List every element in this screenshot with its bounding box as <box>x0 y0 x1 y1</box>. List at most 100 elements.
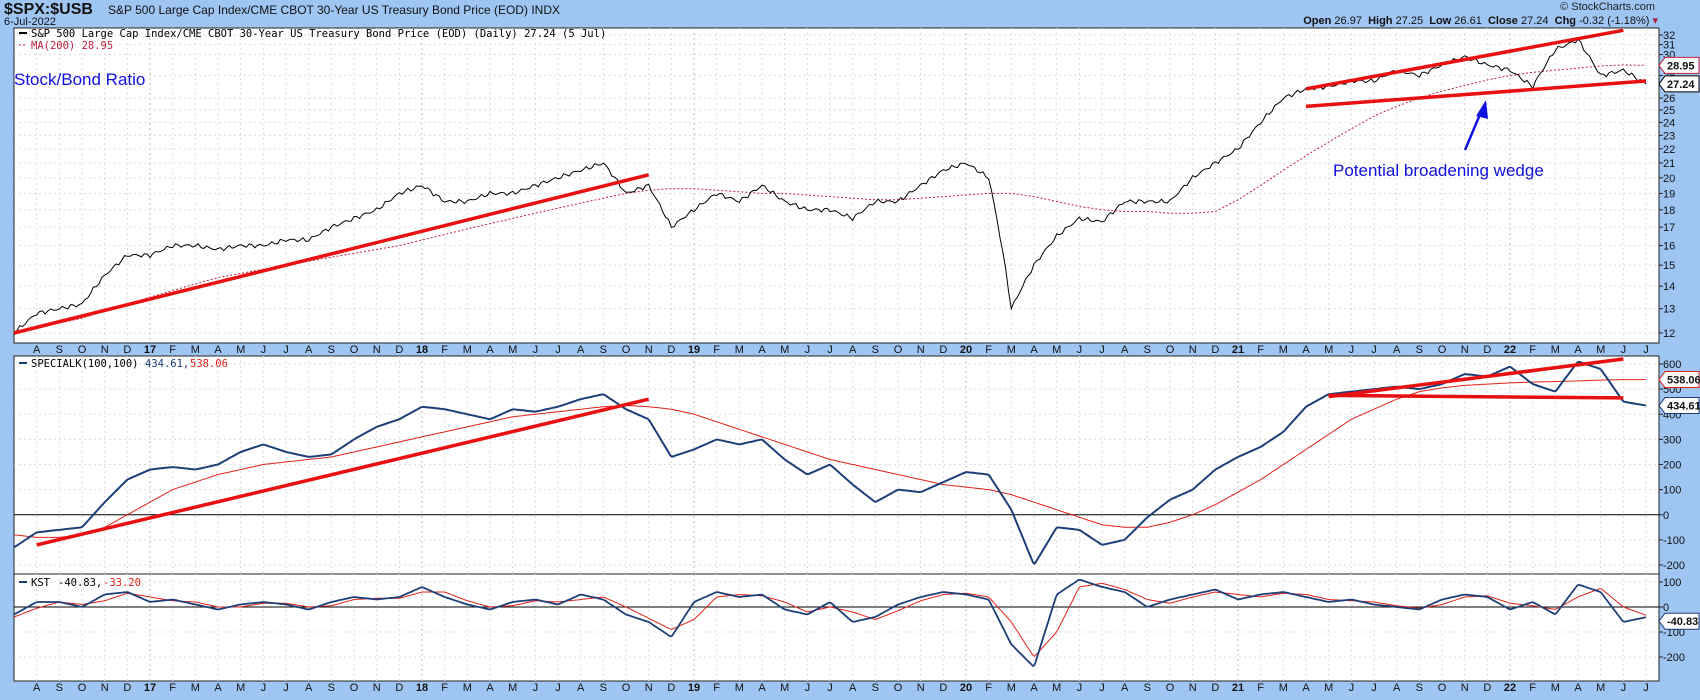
x-tick-label: M <box>191 682 200 694</box>
chart-date: 6-Jul-2022 <box>4 16 56 28</box>
x-tick-label: M <box>780 344 789 356</box>
high-value: 27.25 <box>1395 15 1424 27</box>
open-label: Open <box>1303 15 1332 27</box>
x-tick-label: D <box>395 344 403 356</box>
x-tick-label: O <box>1166 682 1175 694</box>
x-tick-label: S <box>1416 344 1423 356</box>
x-tick-label: A <box>758 344 766 356</box>
x-tick-label: A <box>1574 344 1582 356</box>
y-tick-label: 200 <box>1663 460 1681 472</box>
x-tick-label: N <box>101 344 109 356</box>
specialk-value-tag-box <box>1658 397 1700 415</box>
x-tick-label: M <box>463 344 472 356</box>
x-tick-label: M <box>735 344 744 356</box>
y-tick-label: 25 <box>1663 105 1675 117</box>
x-tick-label: M <box>1279 344 1288 356</box>
y-tick-label: 100 <box>1663 485 1681 497</box>
x-tick-label: J <box>805 682 811 694</box>
specialk-signal-tag-box <box>1658 371 1700 389</box>
x-tick-label: F <box>713 682 720 694</box>
x-tick-label: O <box>622 344 631 356</box>
legend-specialk-value: 434.61, <box>145 358 189 370</box>
exchange-text: INDX <box>531 3 560 17</box>
x-tick-label: N <box>1189 344 1197 356</box>
annotation-arrow-head <box>1476 100 1488 119</box>
x-tick-label: M <box>735 682 744 694</box>
x-tick-label: S <box>872 344 879 356</box>
x-tick-label: J <box>827 682 833 694</box>
x-tick-label: N <box>645 682 653 694</box>
x-tick-label: J <box>805 344 811 356</box>
x-tick-label: F <box>713 344 720 356</box>
x-tick-label: 18 <box>416 344 428 356</box>
x-tick-label: A <box>1302 682 1310 694</box>
x-tick-label: F <box>985 682 992 694</box>
x-tick-label: M <box>508 344 517 356</box>
chg-value: -0.32 (-1.18%) <box>1579 15 1650 27</box>
x-tick-label: F <box>441 344 448 356</box>
x-tick-label: N <box>917 682 925 694</box>
x-tick-label: S <box>1144 344 1151 356</box>
low-value: 26.61 <box>1454 15 1482 27</box>
x-tick-label: N <box>373 344 381 356</box>
kst-value-tag-box <box>1658 612 1700 630</box>
x-tick-label: A <box>1121 344 1129 356</box>
price-value-tag-box <box>1658 75 1700 93</box>
x-tick-label: F <box>441 682 448 694</box>
x-tick-label: J <box>283 344 289 356</box>
x-tick-label: N <box>1189 682 1197 694</box>
specialk-signal-line <box>13 379 1647 538</box>
x-tick-label: A <box>486 344 494 356</box>
x-tick-label: D <box>939 344 947 356</box>
x-tick-label: J <box>1077 344 1083 356</box>
y-tick-label: 0 <box>1663 602 1669 614</box>
kst-signal-line <box>13 582 1647 657</box>
x-tick-label: N <box>917 344 925 356</box>
price-trendline-1 <box>1305 28 1624 91</box>
x-tick-label: N <box>373 682 381 694</box>
x-tick-label: A <box>33 344 41 356</box>
x-tick-label: O <box>1438 682 1447 694</box>
dropdown-arrow-icon[interactable]: ▾ <box>1652 15 1658 27</box>
symbol-name: S&P 500 Large Cap Index/CME CBOT 30-Year… <box>108 3 560 17</box>
x-tick-label: A <box>1393 344 1401 356</box>
ohlc-summary: Open 26.97 High 27.25 Low 26.61 Close 27… <box>1303 14 1658 27</box>
x-tick-label: J <box>1099 682 1105 694</box>
x-tick-label: J <box>1077 682 1083 694</box>
x-tick-label: F <box>1257 682 1264 694</box>
x-tick-label: O <box>78 344 87 356</box>
y-tick-label: -100 <box>1663 627 1685 639</box>
x-tick-label: A <box>305 682 313 694</box>
legend-specialk: SPECIALK(100,100) <box>31 358 138 370</box>
x-tick-label: O <box>622 682 631 694</box>
x-tick-label: M <box>1324 682 1333 694</box>
x-tick-label: F <box>1529 682 1536 694</box>
y-tick-label: 24 <box>1663 117 1675 129</box>
x-tick-label: A <box>1302 344 1310 356</box>
x-tick-label: J <box>555 344 561 356</box>
y-tick-label: 18 <box>1663 205 1675 217</box>
x-tick-label: 21 <box>1232 682 1244 694</box>
y-tick-label: 31 <box>1663 40 1675 52</box>
x-tick-label: N <box>101 682 109 694</box>
x-tick-label: 20 <box>960 682 972 694</box>
x-tick-label: A <box>1030 682 1038 694</box>
x-tick-label: A <box>1393 682 1401 694</box>
y-tick-label: 12 <box>1663 328 1675 340</box>
x-tick-label: N <box>1461 344 1469 356</box>
specialk-trendline-2 <box>1328 393 1624 400</box>
x-tick-label: J <box>283 682 289 694</box>
ma-value-tag: 28.95 <box>1667 60 1695 72</box>
x-tick-label: M <box>463 682 472 694</box>
x-tick-label: A <box>1030 344 1038 356</box>
x-tick-label: D <box>1211 344 1219 356</box>
x-tick-label: F <box>169 682 176 694</box>
pane-0 <box>13 27 1660 344</box>
x-tick-label: 17 <box>144 344 156 356</box>
y-tick-label: 0 <box>1663 510 1669 522</box>
y-tick-label: 600 <box>1663 359 1681 371</box>
price-trendline-2 <box>1305 79 1647 109</box>
x-tick-label: A <box>577 682 585 694</box>
